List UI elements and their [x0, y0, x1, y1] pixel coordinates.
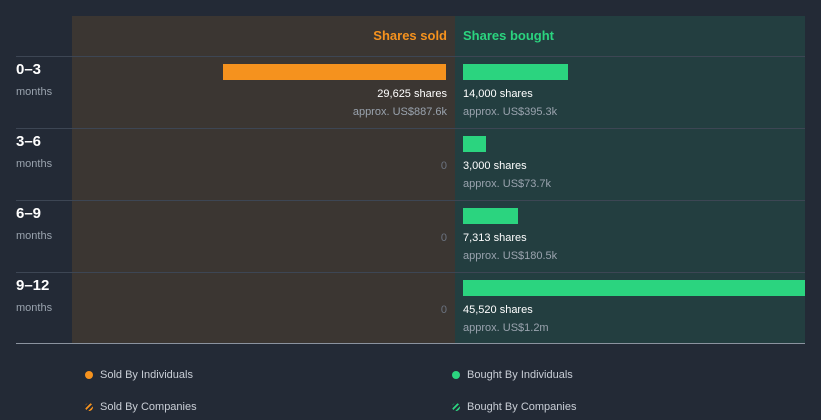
bought-shares-label: 45,520 shares [463, 304, 533, 316]
period-unit: months [16, 158, 53, 170]
shares-bought-header: Shares bought [463, 28, 555, 43]
period-unit: months [16, 86, 53, 98]
row-divider [16, 128, 805, 129]
sold-individuals-legend-icon [85, 371, 93, 379]
sold-zero-label: 0 [440, 304, 447, 316]
bought-companies-legend-icon [452, 403, 460, 411]
sold-zero-label: 0 [440, 160, 447, 172]
bought-individuals-legend-icon [452, 371, 460, 379]
bought-approx-label: approx. US$73.7k [463, 178, 552, 190]
sold-approx-label: approx. US$887.6k [352, 106, 447, 118]
bought-approx-label: approx. US$1.2m [463, 322, 549, 334]
legend-sold-individuals[interactable]: Sold By Individuals [100, 369, 193, 381]
row-divider [16, 56, 805, 57]
bought-bar-6-9 [463, 208, 518, 224]
bought-bar-0-3 [463, 64, 568, 80]
legend-bought-individuals[interactable]: Bought By Individuals [467, 369, 573, 381]
legend-bought-companies[interactable]: Bought By Companies [467, 401, 577, 413]
period-unit: months [16, 230, 53, 242]
shares-sold-header: Shares sold [373, 28, 447, 43]
bought-approx-label: approx. US$180.5k [463, 250, 558, 262]
period-label: 0–3 [16, 61, 42, 78]
bought-shares-label: 3,000 shares [463, 160, 527, 172]
bought-bar-3-6 [463, 136, 486, 152]
period-unit: months [16, 302, 53, 314]
sold-zero-label: 0 [440, 232, 447, 244]
row-divider [16, 272, 805, 273]
legend-sold-companies[interactable]: Sold By Companies [100, 401, 197, 413]
sold-shares-label: 29,625 shares [377, 88, 447, 100]
sold-companies-legend-icon [85, 403, 93, 411]
period-label: 6–9 [16, 205, 42, 222]
chart-baseline [16, 343, 805, 344]
row-divider [16, 200, 805, 201]
bought-shares-label: 14,000 shares [463, 88, 533, 100]
sold-bar-0-3 [223, 64, 446, 80]
period-label: 9–12 [16, 277, 50, 294]
bought-bar-9-12 [463, 280, 805, 296]
period-label: 3–6 [16, 133, 42, 150]
bought-approx-label: approx. US$395.3k [463, 106, 558, 118]
bought-shares-label: 7,313 shares [463, 232, 527, 244]
